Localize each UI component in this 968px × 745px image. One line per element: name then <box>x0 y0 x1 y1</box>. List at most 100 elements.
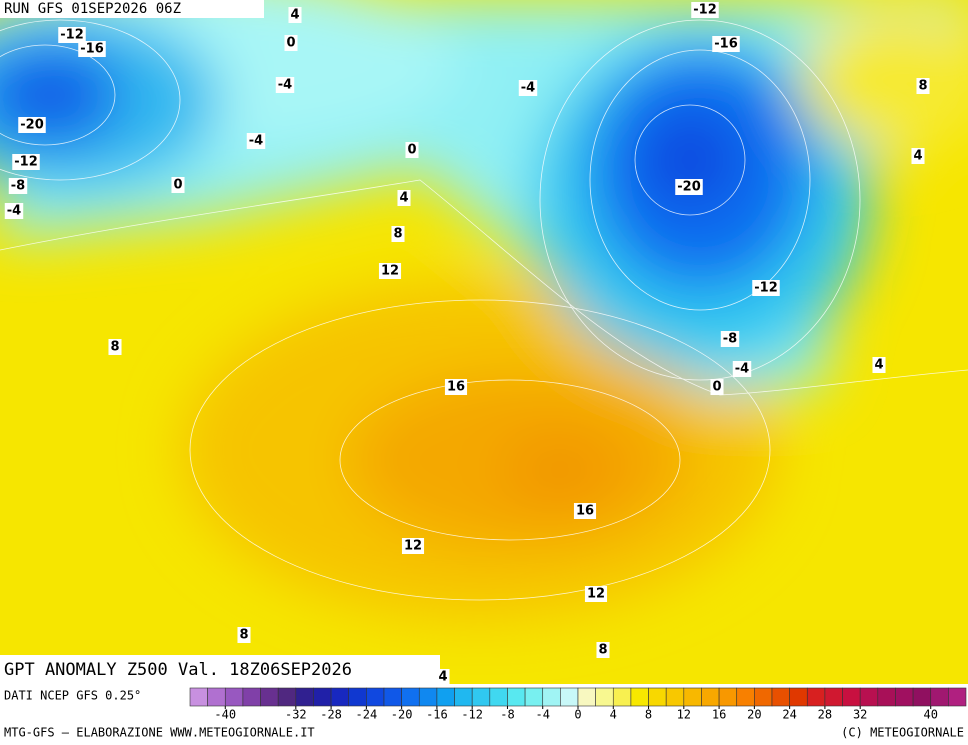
contour-label: 4 <box>438 670 447 685</box>
contour-label-bg <box>284 35 298 51</box>
colorbar-swatch <box>383 687 402 707</box>
contour-label: 12 <box>404 539 422 554</box>
contour-label-bg <box>18 117 46 133</box>
contour-label: 8 <box>393 227 402 242</box>
contour-label-bg <box>78 41 106 57</box>
contour-label-bg <box>712 36 740 52</box>
contour-label: -16 <box>80 42 104 57</box>
colorbar-swatch <box>842 687 861 707</box>
colorbar-swatch <box>895 687 914 707</box>
colorbar-tick-label: 32 <box>853 708 867 722</box>
colorbar-swatch <box>683 687 702 707</box>
contour-label-bg <box>4 203 24 219</box>
colorbar-swatch <box>595 687 614 707</box>
colorbar-swatch <box>877 687 896 707</box>
contour-label-bg <box>246 133 266 149</box>
credit-label: MTG-GFS — ELABORAZIONE WWW.METEOGIORNALE… <box>4 726 315 740</box>
colorbar-swatch <box>313 687 332 707</box>
colorbar: -40 -32 -28 -24 -20 -16 -12 -8 -4 0 4 8 12 16 20 24 28 32… <box>189 687 967 722</box>
colorbar-swatch <box>665 687 685 707</box>
colorbar-tick-label: 4 <box>610 708 617 722</box>
map-field <box>0 0 968 684</box>
contour-label: 0 <box>407 143 416 158</box>
contour-label: 0 <box>286 36 295 51</box>
copyright-label: (C) METEOGIORNALE <box>841 726 964 740</box>
colorbar-tick-label: -24 <box>356 708 378 722</box>
contour-label: -12 <box>14 155 38 170</box>
colorbar-swatch <box>806 687 826 707</box>
contour-label: -12 <box>693 3 717 18</box>
colorbar-swatch <box>912 687 932 707</box>
contour-label: -4 <box>278 78 292 93</box>
contour-label-bg <box>171 177 185 193</box>
contour-label-bg <box>752 280 780 296</box>
colorbar-swatch <box>560 687 579 707</box>
colorbar-tick-label: -32 <box>285 708 307 722</box>
colorbar-swatch <box>507 687 526 707</box>
contour-label: -4 <box>249 134 263 149</box>
colorbar-tick-label: -20 <box>391 708 413 722</box>
contour-label: -16 <box>714 37 738 52</box>
title-box <box>0 655 440 684</box>
colorbar-swatch <box>436 687 455 707</box>
source-label: DATI NCEP GFS 0.25° <box>4 689 141 703</box>
contour-label: 4 <box>399 191 408 206</box>
contour-label-bg <box>872 357 886 373</box>
contour-label-bg <box>58 27 86 43</box>
colorbar-tick-label: 24 <box>782 708 796 722</box>
colorbar-tick-label: 16 <box>712 708 726 722</box>
colorbar-swatch <box>330 687 350 707</box>
colorbar-swatch <box>612 687 632 707</box>
contour-label-bg <box>288 7 302 23</box>
contour-label: 4 <box>874 358 883 373</box>
contour-label: -4 <box>521 81 535 96</box>
contour-label-bg <box>584 586 608 602</box>
contour-label: 8 <box>598 643 607 658</box>
contour-labels: 4 -12-12-16 0 -16-4 8-4-20-40 4-12-8 0 -204-481… <box>4 2 930 685</box>
colorbar-tick-label: -28 <box>320 708 342 722</box>
contour-label: -4 <box>735 362 749 377</box>
colorbar-swatch <box>242 687 261 707</box>
colorbar-swatch <box>930 687 949 707</box>
colorbar-swatch <box>207 687 226 707</box>
contour-label-bg <box>911 148 925 164</box>
header-box <box>0 0 264 18</box>
contour-label: -12 <box>60 28 84 43</box>
contour-label-bg <box>397 190 411 206</box>
colorbar-swatch <box>859 687 879 707</box>
colorbar-swatch <box>401 687 420 707</box>
contour-label-bg <box>12 154 40 170</box>
contour-label-bg <box>573 503 597 519</box>
colorbar-swatch <box>489 687 508 707</box>
colorbar-tick-label: 28 <box>818 708 832 722</box>
colorbar-swatch <box>524 687 544 707</box>
colorbar-swatch <box>718 687 738 707</box>
colorbar-tick-label: -8 <box>500 708 514 722</box>
contour-label-bg <box>518 80 538 96</box>
contour-label: 8 <box>239 628 248 643</box>
contour-label-bg <box>405 142 419 158</box>
contour-label-bg <box>720 331 740 347</box>
colorbar-swatch <box>754 687 773 707</box>
contour-label-bg <box>8 178 28 194</box>
colorbar-swatch <box>260 687 279 707</box>
contour-label: 0 <box>712 380 721 395</box>
colorbar-tick-label: -4 <box>536 708 550 722</box>
contour-label-bg <box>436 669 450 685</box>
contour-label-bg <box>596 642 610 658</box>
contour-label-bg <box>378 263 402 279</box>
contour-label: 4 <box>290 8 299 23</box>
contour-label-bg <box>237 627 251 643</box>
contour-label: -8 <box>723 332 737 347</box>
colorbar-tick-label: 8 <box>645 708 652 722</box>
colorbar-tick-label: -12 <box>461 708 483 722</box>
colorbar-swatch <box>701 687 720 707</box>
colorbar-swatch <box>948 687 967 707</box>
contour-label-bg <box>108 339 122 355</box>
colorbar-swatch <box>824 687 843 707</box>
contour-label: 8 <box>918 79 927 94</box>
contour-label: 12 <box>381 264 399 279</box>
contour-label: -12 <box>754 281 778 296</box>
colorbar-tick-label: 0 <box>574 708 581 722</box>
contour-label-bg <box>675 179 703 195</box>
